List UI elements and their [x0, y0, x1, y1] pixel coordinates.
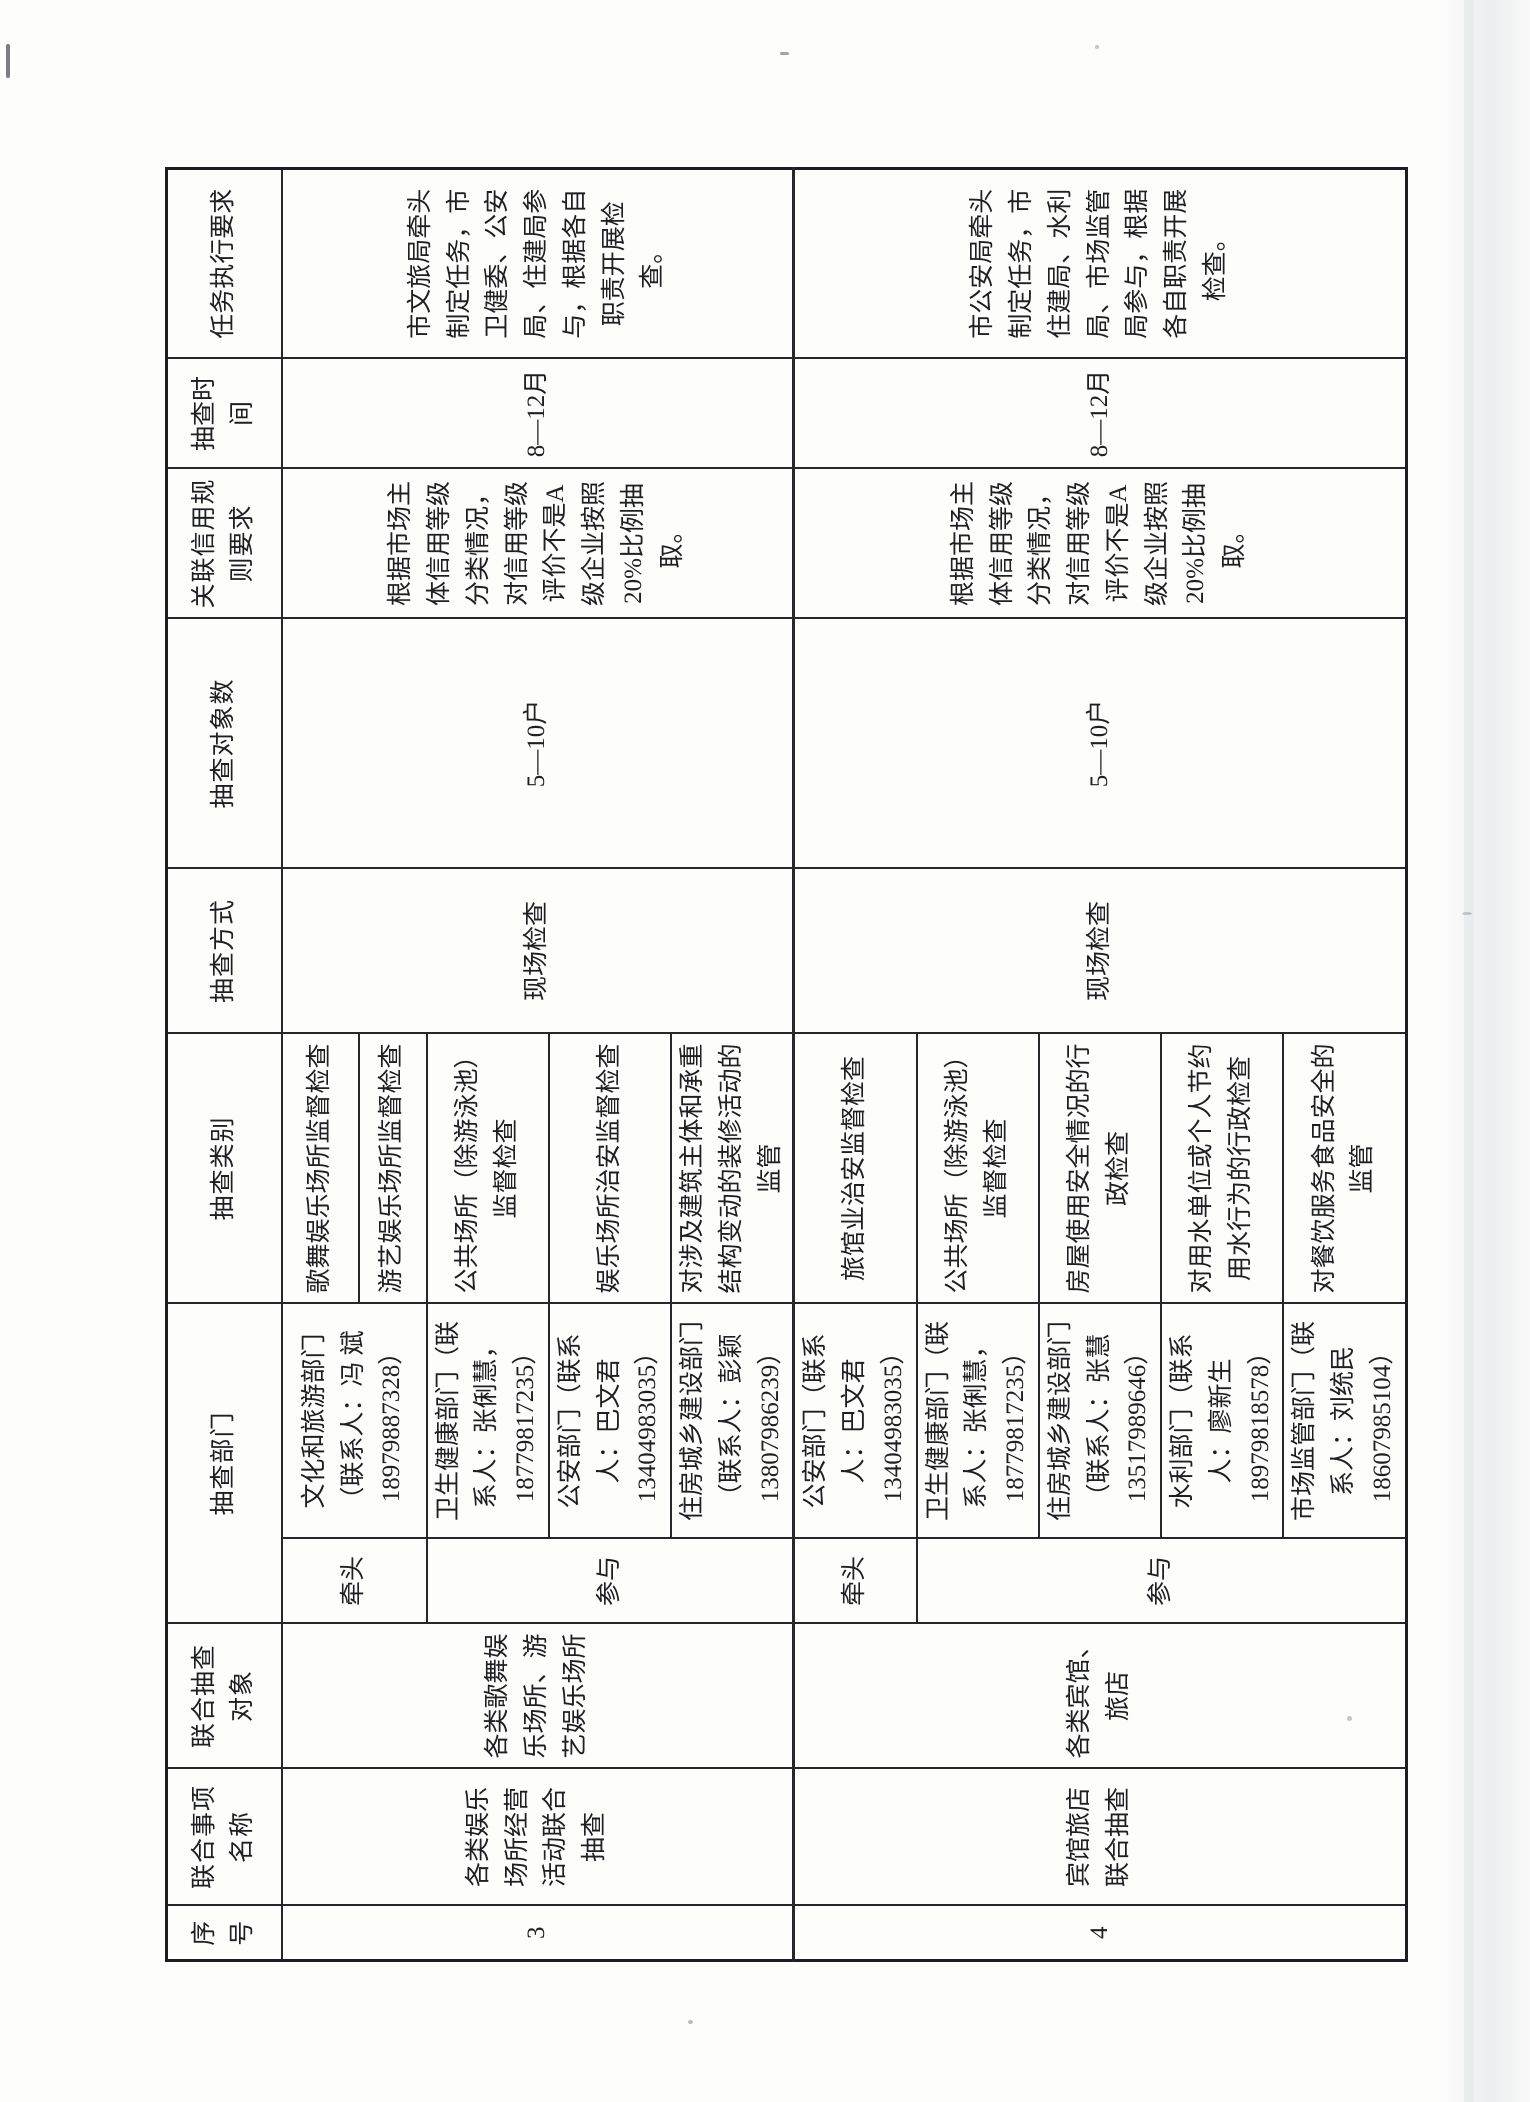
row4-time-cell: 8—12月 [793, 358, 1406, 469]
scan-speck [1462, 912, 1472, 915]
row3-category-cell: 公共场所（除游泳池）监督检查 [426, 1033, 549, 1304]
col-header-item-name: 联合事项名称 [166, 1768, 282, 1906]
scan-shadow-right [1440, 0, 1530, 2102]
col-header-credit-rule: 关联信用规则要求 [166, 468, 282, 619]
row4-item-name-cell: 宾馆旅店联合抽查 [793, 1768, 1406, 1906]
col-header-departments: 抽查部门 [166, 1303, 282, 1624]
row4-category-cell: 旅馆业治安监督检查 [793, 1033, 917, 1304]
scan-speck [1347, 1716, 1352, 1721]
row3-credit-rule-cell: 根据市场主体信用等级分类情况，对信用等级评价不是A级企业按照20%比例抽取。 [281, 468, 794, 619]
row4-participant-department-cell: 住房城乡建设部门（联系人：张慧 13517989646） [1038, 1303, 1161, 1539]
row4-participant-department-cell: 水利部门（联系人：廖新生 18979818578） [1161, 1303, 1284, 1539]
scan-speck [1095, 45, 1099, 49]
row3-participant-department-cell: 卫生健康部门（联系人：张俐慧，18779817235） [426, 1303, 549, 1539]
scan-speck [688, 2020, 693, 2024]
col-header-method: 抽查方式 [166, 868, 282, 1034]
row4-category-cell: 公共场所（除游泳池）监督检查 [916, 1033, 1039, 1304]
row4-lead-label: 牵头 [793, 1538, 917, 1624]
row4-sample-count-cell: 5—10户 [793, 618, 1406, 869]
col-header-targets: 联合抽查对象 [166, 1623, 282, 1769]
scan-speck [6, 44, 10, 78]
scan-shadow-right-inner [1464, 0, 1474, 2102]
rotated-table-container: 序号 联合事项名称 联合抽查对象 抽查部门 抽查类别 抽查方式 抽查对象数 关联… [165, 166, 1408, 1962]
row4-participate-label: 参与 [916, 1538, 1406, 1624]
header-row: 序号 联合事项名称 联合抽查对象 抽查部门 抽查类别 抽查方式 抽查对象数 关联… [166, 168, 282, 1961]
row4-credit-rule-cell: 根据市场主体信用等级分类情况，对信用等级评价不是A级企业按照20%比例抽取。 [793, 468, 1406, 619]
row4-lead-department-cell: 公安部门（联系人：巴文君 13404983035） [793, 1303, 917, 1539]
table-row: 3 各类娱乐场所经营活动联合抽查 各类歌舞娱乐场所、游艺娱乐场所 牵头 文化和旅… [281, 168, 794, 1961]
row3-lead-department-cell: 文化和旅游部门（联系人：冯 斌 18979887328） [281, 1303, 427, 1539]
row4-category-cell: 对用水单位或个人节约用水行为的行政检查 [1161, 1033, 1284, 1304]
row3-sample-count-cell: 5—10户 [281, 618, 794, 869]
row3-time-cell: 8—12月 [281, 358, 794, 469]
col-header-time: 抽查时间 [166, 358, 282, 469]
row3-serial-cell: 3 [281, 1905, 794, 1961]
row3-category-cell: 歌舞娱乐场所监督检查 [281, 1033, 359, 1304]
row3-category-cell: 娱乐场所治安监督检查 [548, 1033, 671, 1304]
row4-category-cell: 房屋使用安全情况的行政检查 [1038, 1033, 1161, 1304]
row3-method-cell: 现场检查 [281, 868, 794, 1034]
row3-targets-cell: 各类歌舞娱乐场所、游艺娱乐场所 [281, 1623, 794, 1769]
scan-speck [780, 52, 789, 55]
table-row: 4 宾馆旅店联合抽查 各类宾馆、旅店 牵头 公安部门（联系人：巴文君 13404… [793, 168, 1406, 1961]
row3-item-name-cell: 各类娱乐场所经营活动联合抽查 [281, 1768, 794, 1906]
row3-category-cell: 对涉及建筑主体和承重结构变动的装修活动的监管 [671, 1033, 794, 1304]
row4-participant-department-cell: 市场监管部门（联系人：刘统民 18607985104） [1283, 1303, 1406, 1539]
row4-targets-cell: 各类宾馆、旅店 [793, 1623, 1406, 1769]
col-header-categories: 抽查类别 [166, 1033, 282, 1304]
row4-method-cell: 现场检查 [793, 868, 1406, 1034]
row4-serial-cell: 4 [793, 1905, 1406, 1961]
col-header-serial: 序号 [166, 1905, 282, 1961]
row4-execution-cell: 市公安局牵头制定任务，市住建局、水利局、市场监管局参与，根据各自职责开展检查。 [793, 168, 1406, 359]
col-header-execution: 任务执行要求 [166, 168, 282, 359]
row3-execution-cell: 市文旅局牵头制定任务，市卫健委、公安局、住建局参与，根据各自职责开展检查。 [281, 168, 794, 359]
col-header-sample-count: 抽查对象数 [166, 618, 282, 869]
row3-participant-department-cell: 住房城乡建设部门（联系人：彭颖 13807986239） [671, 1303, 794, 1539]
row4-participant-department-cell: 卫生健康部门（联系人：张俐慧，18779817235） [916, 1303, 1039, 1539]
row3-category-cell: 游艺娱乐场所监督检查 [358, 1033, 427, 1304]
row4-category-cell: 对餐饮服务食品安全的监管 [1283, 1033, 1406, 1304]
row3-lead-label: 牵头 [281, 1538, 427, 1624]
inspection-table: 序号 联合事项名称 联合抽查对象 抽查部门 抽查类别 抽查方式 抽查对象数 关联… [165, 166, 1408, 1962]
row3-participant-department-cell: 公安部门（联系人：巴文君 13404983035） [548, 1303, 671, 1539]
row3-participate-label: 参与 [426, 1538, 794, 1624]
